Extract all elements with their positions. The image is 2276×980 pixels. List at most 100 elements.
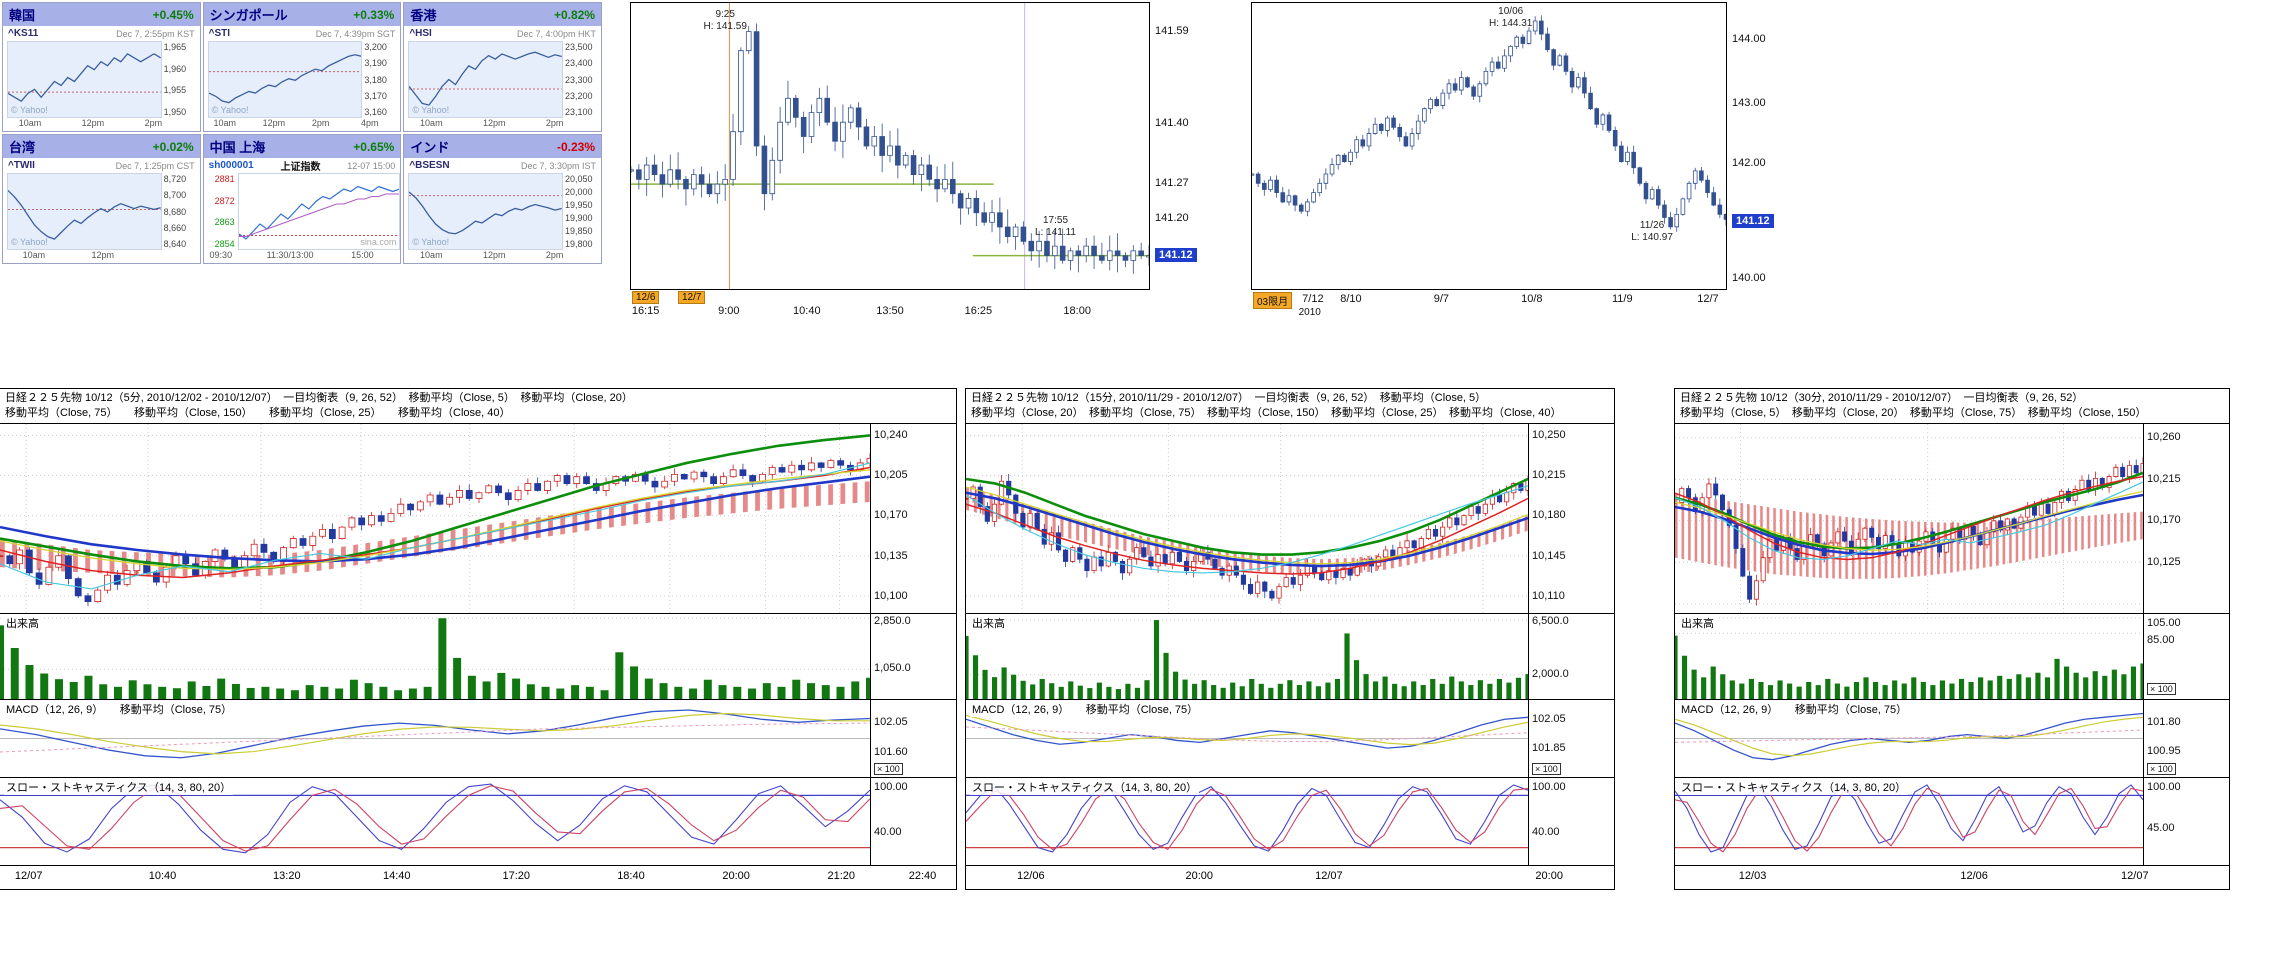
market-info-row: ^HSI Dec 7, 4:00pm HKT bbox=[404, 26, 601, 41]
stochastics-tick: 100.00 bbox=[2147, 780, 2181, 793]
price-tick: 10,125 bbox=[2147, 555, 2181, 568]
x-axis-tick: 12pm bbox=[81, 118, 105, 128]
volume-chart[interactable] bbox=[1675, 614, 2143, 699]
price-tick: 142.00 bbox=[1732, 157, 1766, 170]
sparkline-area[interactable]: © Yahoo! bbox=[207, 41, 363, 118]
market-sparkline-chart[interactable] bbox=[8, 42, 161, 117]
time-tick: 18:00 bbox=[1063, 305, 1091, 317]
time-tick: 21:20 bbox=[827, 870, 856, 882]
market-sparkline-chart[interactable] bbox=[409, 174, 562, 249]
fx-daily-chart[interactable] bbox=[1252, 3, 1726, 289]
time-tick: 22:40 bbox=[908, 870, 937, 882]
chart-title-line1: 日経２２５先物 10/12（30分, 2010/11/29 - 2010/12/… bbox=[1680, 392, 2084, 404]
fx-intraday-chart[interactable] bbox=[631, 3, 1149, 289]
x-axis-ticks: 10am 12pm 2pm bbox=[404, 118, 601, 131]
market-card-korea[interactable]: 韓国 +0.45% ^KS11 Dec 7, 2:55pm KST © Yaho… bbox=[2, 2, 201, 132]
price-tick: 10,240 bbox=[874, 429, 908, 442]
chart-title: 日経２２５先物 10/12（5分, 2010/12/02 - 2010/12/0… bbox=[0, 389, 956, 423]
chart-title-line2: 移動平均（Close, 75） 移動平均（Close, 150） 移動平均（Cl… bbox=[5, 407, 511, 419]
price-axis: 10,250 10,215 10,180 10,145 10,110 bbox=[1528, 424, 1614, 613]
yahoo-watermark: © Yahoo! bbox=[412, 237, 450, 247]
market-card-hongkong[interactable]: 香港 +0.82% ^HSI Dec 7, 4:00pm HKT © Yahoo… bbox=[403, 2, 602, 132]
market-change: -0.23% bbox=[556, 139, 595, 154]
volume-pane[interactable]: 出来高 bbox=[1675, 614, 2143, 699]
stochastics-pane[interactable]: スロー・ストキャスティクス（14, 3, 80, 20） bbox=[0, 778, 870, 865]
date-badge: 12/6 bbox=[632, 291, 660, 304]
y-axis-tick: 19,850 bbox=[565, 226, 593, 236]
y-axis-tick: 19,800 bbox=[565, 239, 593, 249]
price-chart[interactable] bbox=[966, 424, 1528, 613]
volume-pane[interactable]: 出来高 bbox=[966, 614, 1528, 699]
volume-label: 出来高 bbox=[4, 615, 41, 631]
y-axis-tick: 3,200 bbox=[364, 42, 387, 52]
market-card-india[interactable]: インド -0.23% ^BSESN Dec 7, 3:30pm IST © Ya… bbox=[403, 134, 602, 264]
x-axis-ticks: 10am 12pm 2pm 4pm bbox=[204, 118, 401, 131]
y-axis-ticks: 3,200 3,190 3,180 3,170 3,160 bbox=[362, 41, 400, 118]
fx-intraday-plot[interactable]: 9:25 H: 141.59 17:55 L: 141.11 bbox=[630, 2, 1150, 290]
market-card-singapore[interactable]: シンガポール +0.33% ^STI Dec 7, 4:39pm SGT © Y… bbox=[202, 2, 402, 132]
y-axis-tick: 3,170 bbox=[364, 90, 387, 101]
yahoo-watermark: © Yahoo! bbox=[412, 105, 450, 115]
market-card-shanghai[interactable]: 中国 上海 +0.65% sh000001 上证指数 12-07 15:00 2… bbox=[202, 134, 402, 264]
price-pane[interactable] bbox=[966, 424, 1528, 613]
stochastics-tick: 40.00 bbox=[874, 825, 902, 838]
y-axis-ticks: 2881 2872 2863 2854 bbox=[204, 173, 238, 250]
sparkline-area[interactable]: © Yahoo! bbox=[7, 41, 162, 118]
current-price-badge: 141.12 bbox=[1155, 248, 1197, 263]
time-tick: 12/06 bbox=[1960, 870, 1988, 882]
date-tick: 8/10 bbox=[1340, 293, 1362, 305]
volume-chart[interactable] bbox=[0, 614, 870, 699]
low-value: L: 140.97 bbox=[1631, 232, 1673, 244]
y-axis-tick: 3,190 bbox=[364, 58, 387, 69]
date-tick: 10/8 bbox=[1521, 293, 1543, 305]
date-badge: 12/7 bbox=[678, 291, 706, 304]
time-tick: 12/07 bbox=[1315, 870, 1343, 882]
volume-chart[interactable] bbox=[966, 614, 1528, 699]
price-pane[interactable] bbox=[1675, 424, 2143, 613]
sparkline-area[interactable]: © Yahoo! bbox=[408, 41, 563, 118]
price-pane[interactable] bbox=[0, 424, 870, 613]
macd-pane[interactable]: MACD（12, 26, 9） 移動平均（Close, 75） bbox=[0, 700, 870, 777]
market-sparkline-chart[interactable] bbox=[209, 42, 362, 117]
market-sparkline-chart[interactable] bbox=[409, 42, 562, 117]
price-tick: 10,135 bbox=[874, 550, 908, 563]
stochastics-pane[interactable]: スロー・ストキャスティクス（14, 3, 80, 20） bbox=[966, 778, 1528, 865]
sparkline-area[interactable]: sina.com bbox=[237, 173, 401, 250]
price-tick: 10,100 bbox=[874, 589, 908, 602]
macd-pane[interactable]: MACD（12, 26, 9） 移動平均（Close, 75） bbox=[1675, 700, 2143, 777]
volume-tick: 85.00 bbox=[2147, 633, 2175, 646]
market-sparkline-chart[interactable] bbox=[8, 174, 161, 249]
y-axis-tick: 23,300 bbox=[565, 74, 593, 85]
volume-tick: 6,500.0 bbox=[1532, 614, 1569, 627]
y-axis-tick: 2863 bbox=[214, 217, 235, 228]
x-axis-tick: 10am bbox=[18, 118, 42, 128]
market-sparkline-chart[interactable] bbox=[239, 174, 400, 249]
market-info-row: ^TWII Dec 7, 1:25pm CST bbox=[3, 158, 200, 173]
sparkline-area[interactable]: © Yahoo! bbox=[7, 173, 162, 250]
fx-daily-plot[interactable]: 10/06 H: 144.31 11/26 L: 140.97 bbox=[1251, 2, 1727, 290]
time-tick: 20:00 bbox=[1185, 870, 1214, 882]
macd-pane[interactable]: MACD（12, 26, 9） 移動平均（Close, 75） bbox=[966, 700, 1528, 777]
stochastics-label: スロー・ストキャスティクス（14, 3, 80, 20） bbox=[4, 779, 234, 795]
x-axis-tick: 12pm bbox=[482, 250, 506, 260]
time-axis: 12/6 12/7 16:15 9:00 10:40 13:50 16:25 1… bbox=[630, 291, 1150, 319]
macd-chart[interactable] bbox=[966, 700, 1528, 777]
stochastics-tick: 45.00 bbox=[2147, 822, 2175, 835]
macd-tick: 101.60 bbox=[874, 746, 908, 759]
sparkline-area[interactable]: © Yahoo! bbox=[408, 173, 563, 250]
stochastics-tick: 40.00 bbox=[1532, 825, 1560, 838]
stochastics-pane[interactable]: スロー・ストキャスティクス（14, 3, 80, 20） bbox=[1675, 778, 2143, 865]
y-axis-tick: 1,960 bbox=[163, 63, 187, 74]
price-chart[interactable] bbox=[0, 424, 870, 613]
price-chart[interactable] bbox=[1675, 424, 2143, 613]
stochastics-chart[interactable] bbox=[966, 778, 1528, 865]
price-tick: 143.00 bbox=[1732, 96, 1766, 109]
macd-chart[interactable] bbox=[0, 700, 870, 777]
y-axis-ticks: 1,965 1,960 1,955 1,950 bbox=[162, 41, 200, 118]
market-card-taiwan[interactable]: 台湾 +0.02% ^TWII Dec 7, 1:25pm CST © Yaho… bbox=[2, 134, 201, 264]
macd-chart[interactable] bbox=[1675, 700, 2143, 777]
market-name: 中国 上海 bbox=[209, 140, 266, 155]
market-change: +0.82% bbox=[553, 7, 595, 22]
volume-pane[interactable]: 出来高 bbox=[0, 614, 870, 699]
